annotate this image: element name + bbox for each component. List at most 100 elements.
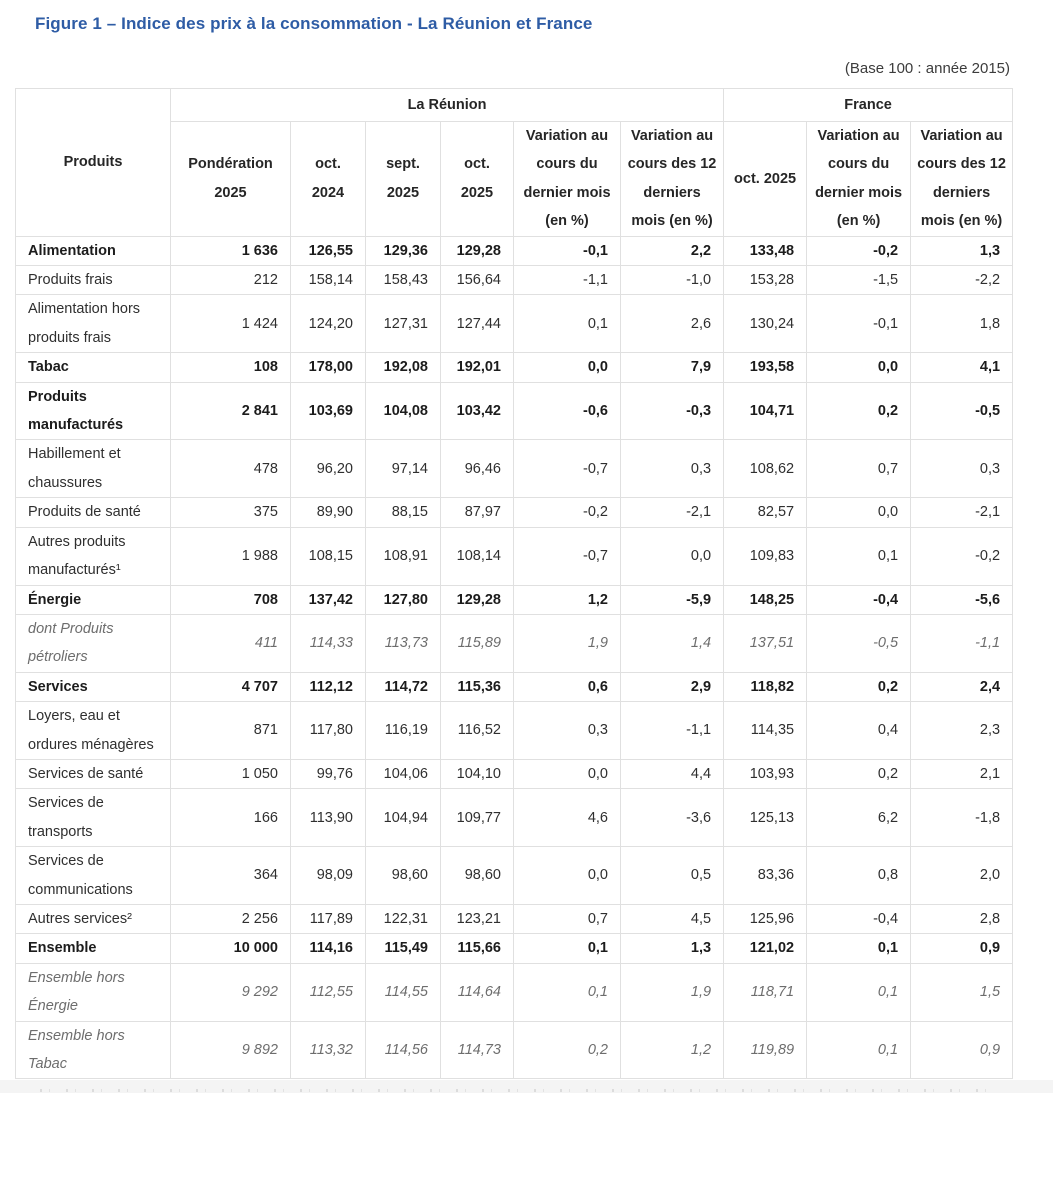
row-label: Alimentation xyxy=(15,235,171,267)
cell-value: 148,25 xyxy=(723,584,808,615)
row-label: Énergie xyxy=(15,584,171,615)
cell-value: 117,80 xyxy=(290,701,366,760)
cell-value: 0,3 xyxy=(910,439,1014,499)
cell-value: 0,2 xyxy=(806,671,912,703)
cell-value: -0,5 xyxy=(910,381,1014,441)
cell-value: 108 xyxy=(170,352,291,383)
cell-value: 0,0 xyxy=(806,497,912,528)
cell-value: 0,2 xyxy=(513,1020,621,1080)
cell-value: -1,1 xyxy=(513,265,621,296)
group-header-la-reunion: La Réunion xyxy=(169,88,725,122)
table-row: Énergie 708 137,42 127,80 129,28 1,2 -5,9 148,2… xyxy=(15,584,1014,615)
cell-value: 115,49 xyxy=(365,933,441,964)
header-columns-row: Pondération 2025 oct. 2024 sept. 2025 oc… xyxy=(16,121,1014,237)
cell-value: 1,3 xyxy=(619,933,725,964)
cell-value: 113,90 xyxy=(290,788,366,848)
cell-value: 127,80 xyxy=(365,584,441,615)
cell-value: 0,2 xyxy=(806,758,912,790)
cell-value: -2,2 xyxy=(910,265,1014,296)
cell-value: 115,89 xyxy=(440,613,514,673)
cell-value: 118,82 xyxy=(723,671,808,703)
cell-value: 2,1 xyxy=(910,758,1014,790)
cell-value: 124,20 xyxy=(290,294,366,354)
cell-value: 153,28 xyxy=(723,265,808,296)
cell-value: 192,01 xyxy=(440,352,514,383)
cell-value: 104,94 xyxy=(365,788,441,848)
cell-value: 0,8 xyxy=(806,846,912,905)
cell-value: 121,02 xyxy=(723,933,808,964)
cell-value: 114,16 xyxy=(290,933,366,964)
cell-value: -2,1 xyxy=(910,497,1014,528)
cell-value: 99,76 xyxy=(290,758,366,790)
cell-value: 2,8 xyxy=(910,903,1014,935)
cell-value: 129,36 xyxy=(365,235,441,267)
cell-value: 0,4 xyxy=(806,701,912,760)
cell-value: 115,36 xyxy=(440,671,514,703)
cell-value: -2,1 xyxy=(619,497,725,528)
cell-value: 114,33 xyxy=(290,613,366,673)
cell-value: 0,1 xyxy=(806,1020,912,1080)
cell-value: 104,10 xyxy=(440,758,514,790)
cell-value: 1,2 xyxy=(513,584,621,615)
cell-value: 114,73 xyxy=(440,1020,514,1080)
cell-value: 158,43 xyxy=(365,265,441,296)
cell-value: 113,32 xyxy=(290,1020,366,1080)
cell-value: 83,36 xyxy=(723,846,808,905)
cell-value: 4,4 xyxy=(619,758,725,790)
cell-value: 87,97 xyxy=(440,497,514,528)
table-row: Services de transports 166 113,90 104,94 109… xyxy=(15,788,1014,848)
cell-value: -1,5 xyxy=(806,265,912,296)
row-label: Tabac xyxy=(15,352,171,383)
table-row: Ensemble hors Énergie 9 292 112,55 114,55 11… xyxy=(15,962,1014,1022)
cell-value: 122,31 xyxy=(365,903,441,935)
cell-value: 4,5 xyxy=(619,903,725,935)
table-row: Autres produits manufacturés¹ 1 988 108,15… xyxy=(15,526,1014,586)
cell-value: 97,14 xyxy=(365,439,441,499)
cell-value: 114,55 xyxy=(365,962,441,1022)
cell-value: 0,2 xyxy=(806,381,912,441)
cell-value: 871 xyxy=(170,701,291,760)
row-label: Services de communications xyxy=(15,846,171,905)
cell-value: 158,14 xyxy=(290,265,366,296)
row-label: Habillement et chaussures xyxy=(15,439,171,499)
table-body: Alimentation 1 636 126,55 129,36 129,28 -0,1 2… xyxy=(15,235,1014,1080)
cell-value: 2,4 xyxy=(910,671,1014,703)
cell-value: 166 xyxy=(170,788,291,848)
table-row: Ensemble hors Tabac 9 892 113,32 114,56 114,… xyxy=(15,1020,1014,1080)
cell-value: 1,9 xyxy=(513,613,621,673)
cell-value: 88,15 xyxy=(365,497,441,528)
cell-value: 178,00 xyxy=(290,352,366,383)
column-header-ponderation: Pondération 2025 xyxy=(170,121,291,237)
cell-value: 6,2 xyxy=(806,788,912,848)
row-label: Alimentation hors produits frais xyxy=(15,294,171,354)
table-row: Alimentation 1 636 126,55 129,36 129,28 -0,1 2… xyxy=(15,235,1014,267)
row-label: dont Produits pétroliers xyxy=(15,613,171,673)
cell-value: 375 xyxy=(170,497,291,528)
group-header-france: France xyxy=(723,88,1014,122)
cell-value: 82,57 xyxy=(723,497,808,528)
column-header-sept-2025: sept. 2025 xyxy=(365,121,441,237)
cell-value: 0,1 xyxy=(806,962,912,1022)
table-row: Produits frais 212 158,14 158,43 156,64 -1,1-… xyxy=(15,265,1014,296)
cell-value: -0,1 xyxy=(513,235,621,267)
row-label: Ensemble hors Énergie xyxy=(15,962,171,1022)
cell-value: 4,1 xyxy=(910,352,1014,383)
cell-value: 0,1 xyxy=(513,962,621,1022)
cell-value: -0,5 xyxy=(806,613,912,673)
cell-value: 137,42 xyxy=(290,584,366,615)
cell-value: 108,62 xyxy=(723,439,808,499)
cell-value: 4,6 xyxy=(513,788,621,848)
cell-value: 0,3 xyxy=(619,439,725,499)
base-note: (Base 100 : année 2015) xyxy=(844,60,1010,77)
cell-value: 109,83 xyxy=(723,526,808,586)
cell-value: 0,9 xyxy=(910,1020,1014,1080)
cell-value: -1,1 xyxy=(619,701,725,760)
table-row: Loyers, eau et ordures ménagères 871 117,8… xyxy=(15,701,1014,760)
cell-value: -0,6 xyxy=(513,381,621,441)
cell-value: 118,71 xyxy=(723,962,808,1022)
table-row: dont Produits pétroliers 411 114,33 113,73 1… xyxy=(15,613,1014,673)
row-label: Services de santé xyxy=(15,758,171,790)
cell-value: 364 xyxy=(170,846,291,905)
cell-value: 129,28 xyxy=(440,235,514,267)
cell-value: 103,42 xyxy=(440,381,514,441)
